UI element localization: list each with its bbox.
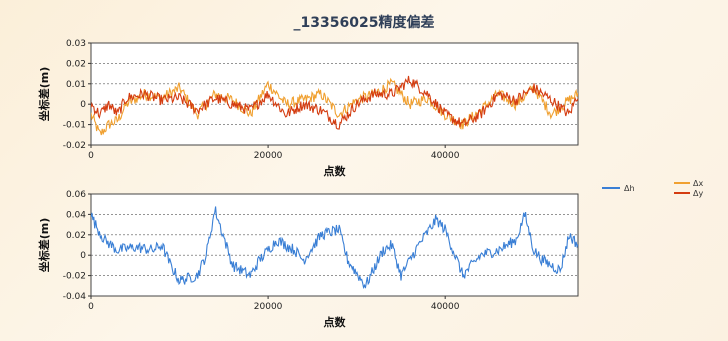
series-line-1 (91, 206, 578, 290)
x-tick-label: 0 (88, 151, 94, 161)
x-tick-label: 0 (88, 302, 94, 312)
y-tick-label: 0.03 (66, 39, 86, 49)
y-tick-label: -0.02 (63, 272, 86, 282)
legend-dh: Δh (602, 184, 635, 193)
plot-area-2 (90, 193, 579, 297)
legend-label-dy: Δy (693, 189, 703, 198)
legend-label-dh: Δh (624, 184, 635, 193)
legend-label-dx: Δx (693, 179, 703, 188)
y-tick-label: 0.04 (66, 210, 86, 220)
y-tick-label: 0.01 (66, 80, 86, 90)
x-tick-label: 40000 (431, 151, 460, 161)
x-tick-label: 20000 (254, 302, 283, 312)
series-line-2 (91, 75, 578, 130)
y-axis-label: 坐标差(m) (37, 218, 51, 273)
y-tick-label: 0.02 (66, 59, 86, 69)
x-axis-label: 点数 (324, 164, 347, 178)
y-tick-label: 0.06 (66, 190, 86, 200)
y-tick-label: 0 (80, 251, 86, 261)
x-axis-label: 点数 (324, 315, 347, 329)
x-tick-label: 20000 (254, 151, 283, 161)
y-tick-label: -0.04 (63, 292, 87, 302)
y-axis-label: 坐标差(m) (37, 67, 51, 122)
y-tick-label: 0 (80, 100, 86, 110)
y-tick-label: -0.01 (63, 121, 86, 131)
x-tick-label: 40000 (431, 302, 460, 312)
chart-title: _13356025精度偏差 (293, 15, 435, 31)
y-tick-label: -0.02 (63, 141, 86, 151)
y-tick-label: 0.02 (66, 231, 86, 241)
